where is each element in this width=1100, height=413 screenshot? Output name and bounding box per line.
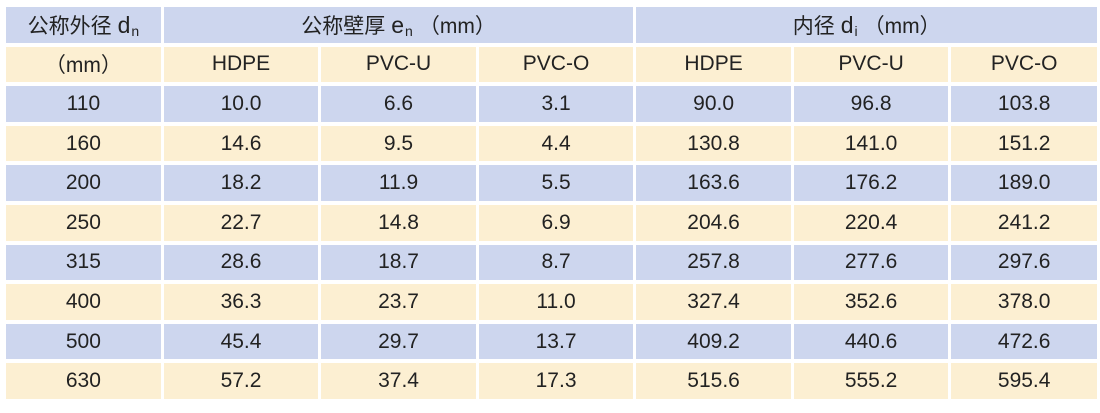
table-cell: 10.0 — [163, 86, 319, 122]
table-cell: 29.7 — [321, 323, 476, 360]
table-cell: 57.2 — [163, 363, 319, 399]
table-cell: 130.8 — [636, 125, 791, 162]
column-header: PVC-O — [951, 46, 1097, 83]
table-cell: 11.0 — [478, 284, 634, 320]
table-row: 250 22.7 14.8 6.9 204.6 220.4 241.2 — [6, 204, 1097, 241]
table-cell: 96.8 — [793, 86, 949, 122]
nominal-od-cell: 500 — [6, 323, 161, 360]
nominal-od-cell: 160 — [6, 125, 161, 162]
table-cell: 36.3 — [163, 284, 319, 320]
inner-diameter-subscript: i — [854, 22, 858, 39]
table-cell: 5.5 — [478, 165, 634, 201]
table-row: 630 57.2 37.4 17.3 515.6 555.2 595.4 — [6, 363, 1097, 399]
column-header: HDPE — [163, 46, 319, 83]
table-cell: 176.2 — [793, 165, 949, 201]
inner-diameter-symbol: d — [840, 11, 854, 38]
table-cell: 297.6 — [951, 244, 1097, 281]
wall-thickness-label: 公称壁厚 — [301, 14, 386, 38]
table-cell: 11.9 — [321, 165, 476, 201]
table-cell: 23.7 — [321, 284, 476, 320]
table-cell: 6.9 — [478, 204, 634, 241]
inner-diameter-label: 内径 — [792, 14, 835, 38]
nominal-od-cell: 315 — [6, 244, 161, 281]
column-header: PVC-U — [793, 46, 949, 83]
wall-thickness-unit: （mm） — [418, 14, 496, 38]
table-row: 200 18.2 11.9 5.5 163.6 176.2 189.0 — [6, 165, 1097, 201]
table-cell: 6.6 — [321, 86, 476, 122]
table-cell: 28.6 — [163, 244, 319, 281]
table-cell: 4.4 — [478, 125, 634, 162]
table-cell: 555.2 — [793, 363, 949, 399]
table-header: 公称外径 dn 公称壁厚 en （mm） 内径 di （mm） （mm） HDPE PVC… — [6, 7, 1097, 83]
inner-diameter-header: 内径 di （mm） — [636, 7, 1097, 43]
pipe-dimension-table: 公称外径 dn 公称壁厚 en （mm） 内径 di （mm） （mm） HDPE PVC… — [3, 3, 1100, 403]
table-cell: 103.8 — [951, 86, 1097, 122]
nominal-od-symbol: d — [117, 11, 131, 38]
header-row-main: 公称外径 dn 公称壁厚 en （mm） 内径 di （mm） — [6, 7, 1097, 43]
table-cell: 90.0 — [636, 86, 791, 122]
table-cell: 327.4 — [636, 284, 791, 320]
table-cell: 257.8 — [636, 244, 791, 281]
wall-thickness-subscript: n — [405, 22, 413, 39]
table-row: 315 28.6 18.7 8.7 257.8 277.6 297.6 — [6, 244, 1097, 281]
nominal-od-cell: 250 — [6, 204, 161, 241]
nominal-od-subscript: n — [131, 22, 140, 39]
nominal-od-cell: 200 — [6, 165, 161, 201]
table-cell: 3.1 — [478, 86, 634, 122]
table-cell: 17.3 — [478, 363, 634, 399]
table-cell: 595.4 — [951, 363, 1097, 399]
table-cell: 409.2 — [636, 323, 791, 360]
table-cell: 141.0 — [793, 125, 949, 162]
nominal-od-cell: 630 — [6, 363, 161, 399]
inner-diameter-unit: （mm） — [863, 14, 941, 38]
table-cell: 204.6 — [636, 204, 791, 241]
nominal-od-cell: 400 — [6, 284, 161, 320]
table-cell: 13.7 — [478, 323, 634, 360]
header-row-sub: （mm） HDPE PVC-U PVC-O HDPE PVC-U PVC-O — [6, 46, 1097, 83]
column-header: HDPE — [636, 46, 791, 83]
table-cell: 378.0 — [951, 284, 1097, 320]
table-cell: 14.8 — [321, 204, 476, 241]
table-row: 400 36.3 23.7 11.0 327.4 352.6 378.0 — [6, 284, 1097, 320]
table-row: 500 45.4 29.7 13.7 409.2 440.6 472.6 — [6, 323, 1097, 360]
table-cell: 277.6 — [793, 244, 949, 281]
table-cell: 163.6 — [636, 165, 791, 201]
table-cell: 45.4 — [163, 323, 319, 360]
nominal-od-header: 公称外径 dn — [6, 7, 161, 43]
table-body: 110 10.0 6.6 3.1 90.0 96.8 103.8 160 14.6 9.5 4.4 1… — [6, 86, 1097, 399]
table-cell: 18.7 — [321, 244, 476, 281]
table-cell: 18.2 — [163, 165, 319, 201]
wall-thickness-header: 公称壁厚 en （mm） — [163, 7, 634, 43]
wall-thickness-symbol: e — [391, 11, 405, 38]
table-cell: 515.6 — [636, 363, 791, 399]
table-row: 110 10.0 6.6 3.1 90.0 96.8 103.8 — [6, 86, 1097, 122]
table-cell: 241.2 — [951, 204, 1097, 241]
table-cell: 151.2 — [951, 125, 1097, 162]
table-cell: 22.7 — [163, 204, 319, 241]
table-row: 160 14.6 9.5 4.4 130.8 141.0 151.2 — [6, 125, 1097, 162]
table-cell: 220.4 — [793, 204, 949, 241]
table-cell: 37.4 — [321, 363, 476, 399]
nominal-od-label: 公称外径 — [27, 14, 112, 38]
table-cell: 352.6 — [793, 284, 949, 320]
column-header: PVC-O — [478, 46, 634, 83]
table-cell: 8.7 — [478, 244, 634, 281]
table-cell: 440.6 — [793, 323, 949, 360]
od-unit-cell: （mm） — [6, 46, 161, 83]
table-cell: 14.6 — [163, 125, 319, 162]
table-cell: 472.6 — [951, 323, 1097, 360]
table-cell: 9.5 — [321, 125, 476, 162]
table-cell: 189.0 — [951, 165, 1097, 201]
column-header: PVC-U — [321, 46, 476, 83]
nominal-od-cell: 110 — [6, 86, 161, 122]
